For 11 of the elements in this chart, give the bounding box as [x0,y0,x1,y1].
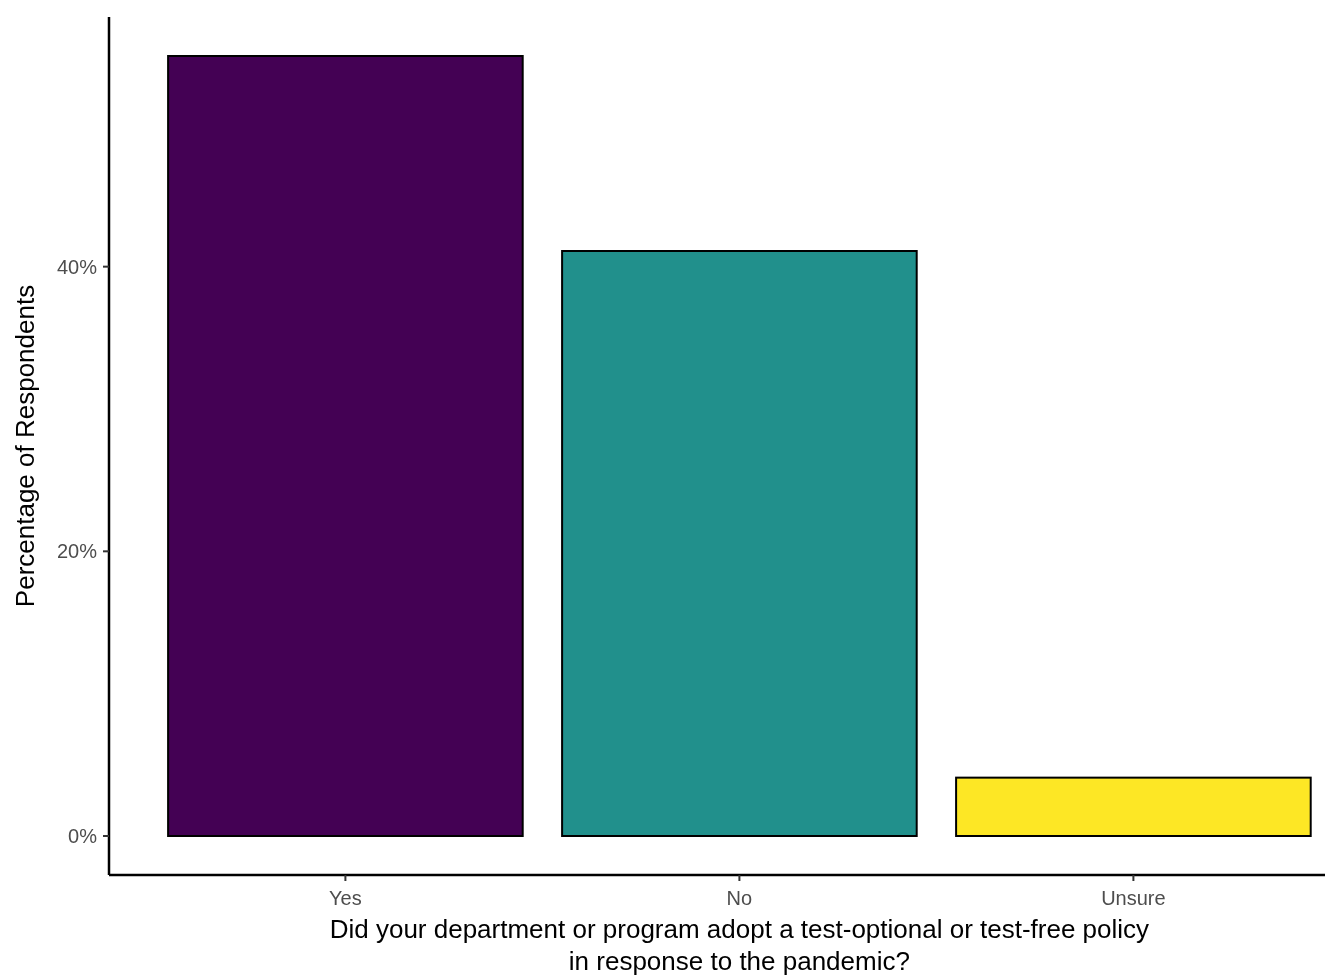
bar [167,55,524,837]
bar [955,776,1312,837]
x-tick-label: Yes [329,887,362,909]
y-tick-label: 20% [56,540,98,563]
x-axis-title: Did your department or program adopt a test-optional or test-free policy in response to the pandemic? [329,914,1150,976]
y-tick-label: 40% [56,255,98,278]
bar [561,250,918,837]
x-tick-label: No [726,887,753,909]
y-axis-title: Percentage of Respondents [10,284,40,608]
x-tick-label: Unsure [1101,887,1166,909]
y-tick-label: 0% [68,825,98,847]
